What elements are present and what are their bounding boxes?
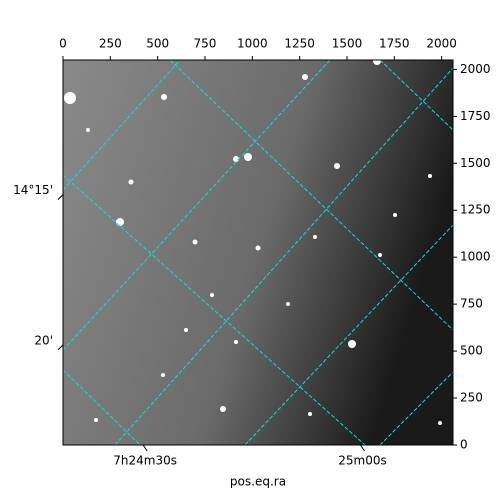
x-tick-label: 0: [59, 37, 67, 51]
y-tick-label: 1750: [460, 109, 491, 123]
x-tick-label: 1750: [379, 37, 410, 51]
dec-tick: [57, 344, 64, 351]
y-tick-label: 750: [460, 297, 483, 311]
y-tick-label: 250: [460, 391, 483, 405]
x-tick-label: 500: [146, 37, 169, 51]
sky-image: [63, 60, 453, 445]
x-axis-label: pos.eq.ra: [230, 475, 286, 489]
x-tick-label: 1500: [332, 37, 363, 51]
ra-tick: [142, 444, 148, 452]
x-tick-label: 1250: [284, 37, 315, 51]
y-tick-label: 2000: [460, 62, 491, 76]
coordinate-grid: [63, 60, 453, 445]
y-tick-label: 0: [460, 438, 468, 452]
y-tick-label: 1250: [460, 203, 491, 217]
y-tick-label: 1500: [460, 156, 491, 170]
dec-tick-label: 14°15': [13, 183, 53, 197]
y-tick-label: 1000: [460, 250, 491, 264]
ra-tick-label: 7h24m30s: [113, 454, 177, 468]
x-tick-label: 750: [194, 37, 217, 51]
x-tick-label: 1000: [237, 37, 268, 51]
ra-tick-label: 25m00s: [338, 454, 386, 468]
y-tick-label: 500: [460, 344, 483, 358]
dec-tick: [57, 194, 64, 201]
ra-tick: [360, 444, 365, 452]
frame: [62, 59, 454, 446]
dec-tick-label: 20': [34, 333, 53, 347]
x-tick-label: 2000: [426, 37, 457, 51]
x-tick-label: 250: [99, 37, 122, 51]
stars: [64, 60, 442, 425]
